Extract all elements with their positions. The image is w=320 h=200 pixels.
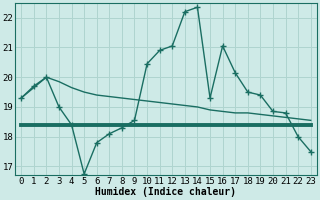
X-axis label: Humidex (Indice chaleur): Humidex (Indice chaleur) <box>95 187 236 197</box>
